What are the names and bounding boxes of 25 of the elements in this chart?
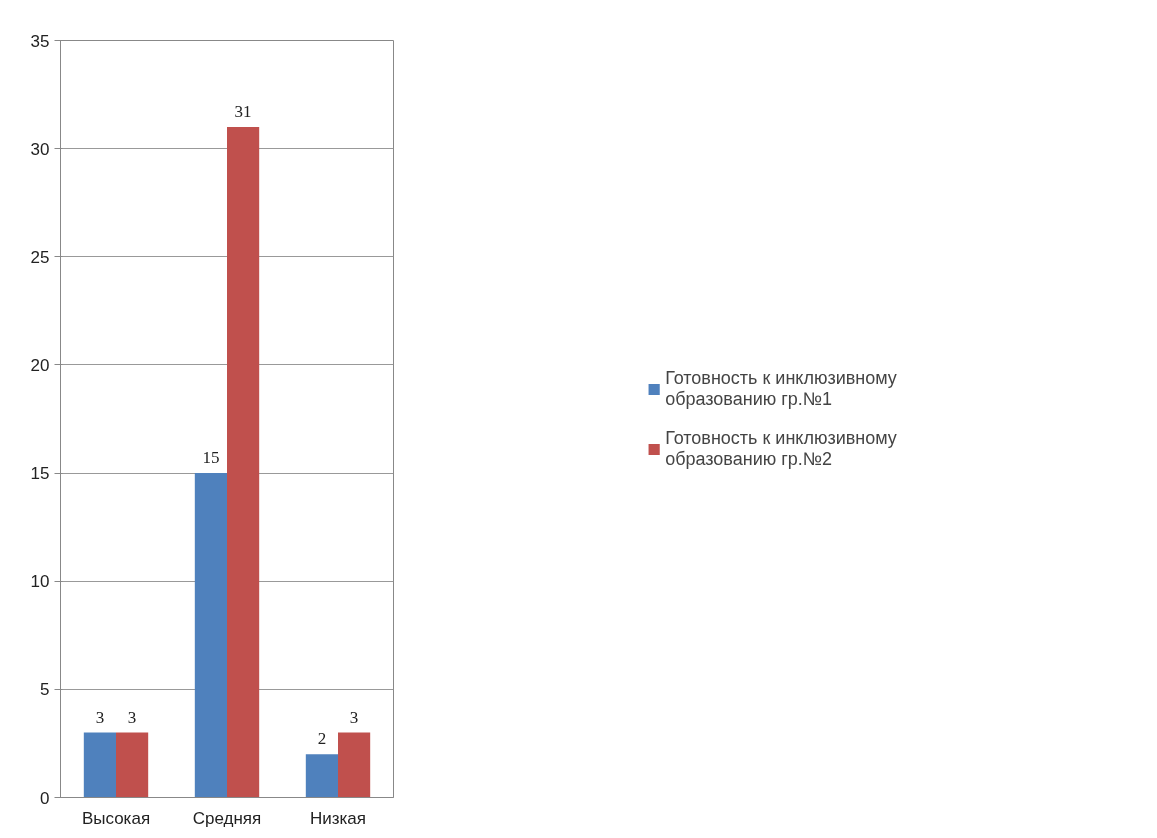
y-tick-label: 15 — [30, 464, 50, 484]
data-label: 31 — [234, 102, 252, 122]
legend-label: Готовность к инклюзивному образованию гр.№1 — [665, 367, 897, 410]
y-tick-label: 35 — [30, 31, 50, 51]
y-tick-label: 20 — [30, 355, 50, 375]
data-label: 15 — [202, 448, 220, 468]
data-label: 3 — [349, 707, 359, 727]
y-tick-label: 5 — [40, 680, 50, 700]
bar — [194, 473, 227, 798]
data-label: 3 — [127, 707, 137, 727]
bar — [227, 127, 260, 798]
y-tick-label: 25 — [30, 247, 50, 267]
y-tick-label: 0 — [40, 788, 50, 808]
bar — [338, 732, 371, 798]
x-tick-label: Средняя — [192, 808, 262, 828]
y-tick-label: 30 — [30, 139, 50, 159]
legend-label: Готовность к инклюзивному образованию гр.№2 — [665, 427, 897, 470]
x-tick-label: Высокая — [81, 808, 151, 828]
data-label: 3 — [95, 707, 105, 727]
x-tick-label: Низкая — [309, 808, 367, 828]
y-tick-label: 10 — [30, 572, 50, 592]
bar — [83, 732, 116, 798]
data-label: 2 — [317, 729, 327, 749]
bar — [116, 732, 149, 798]
bar — [305, 754, 338, 798]
